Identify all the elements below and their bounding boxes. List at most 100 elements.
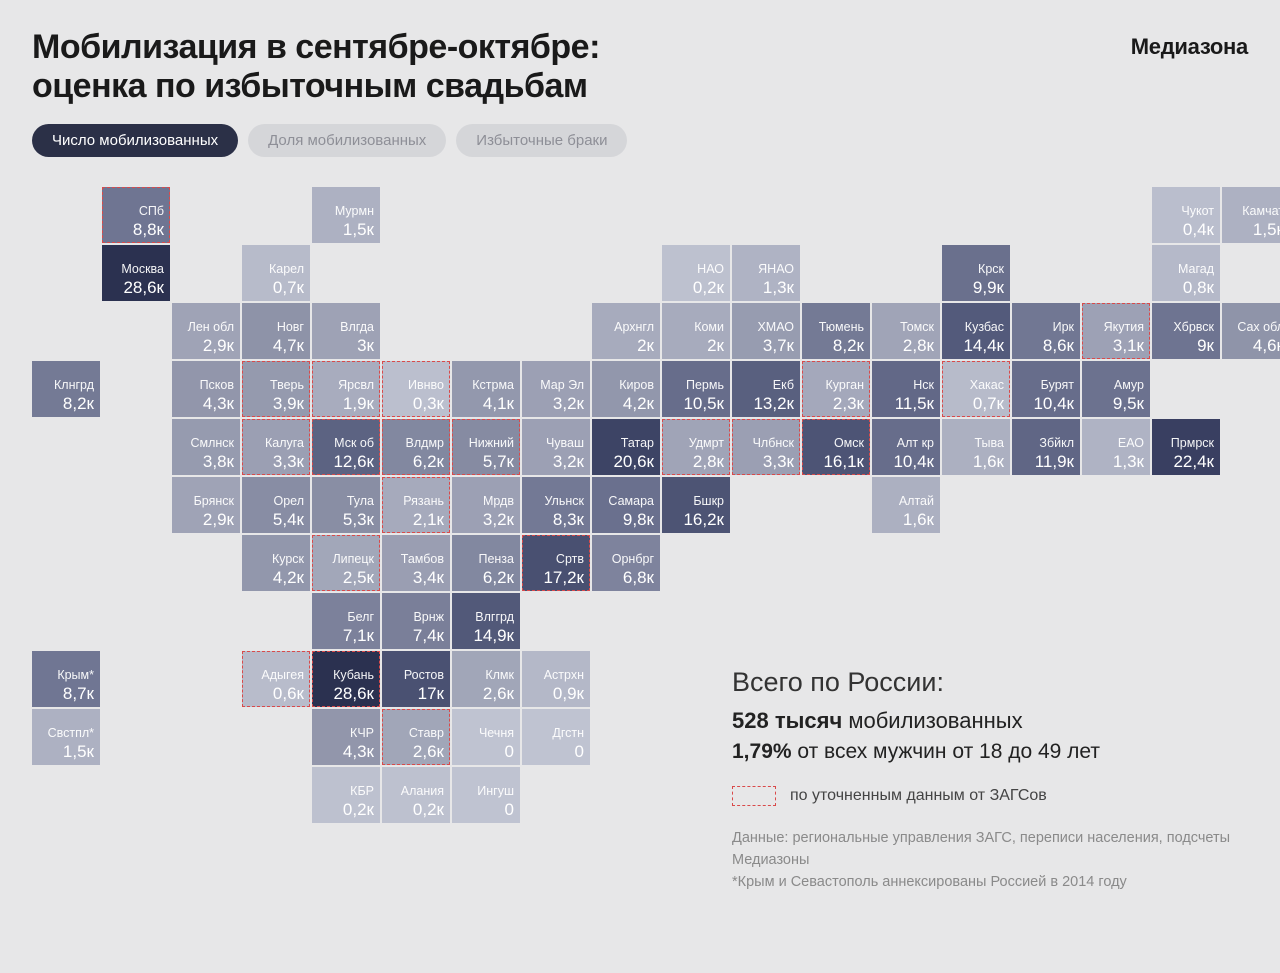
region-kirov[interactable]: Киров4,2к [592, 361, 660, 417]
region-yanao[interactable]: ЯНАО1,3к [732, 245, 800, 301]
region-value: 5,7к [483, 453, 514, 470]
region-marel[interactable]: Мар Эл3,2к [522, 361, 590, 417]
region-samara[interactable]: Самара9,8к [592, 477, 660, 533]
region-karel[interactable]: Карел0,7к [242, 245, 310, 301]
region-omsk[interactable]: Омск16,1к [802, 419, 870, 475]
region-khakas[interactable]: Хакас0,7к [942, 361, 1010, 417]
region-kstrma[interactable]: Кстрма4,1к [452, 361, 520, 417]
region-irk[interactable]: Ирк8,6к [1012, 303, 1080, 359]
region-svstpl[interactable]: Свстпл*1,5к [32, 709, 100, 765]
region-perm[interactable]: Пермь10,5к [662, 361, 730, 417]
region-moscow[interactable]: Москва28,6к [102, 245, 170, 301]
region-nsk[interactable]: Нск11,5к [872, 361, 940, 417]
region-kuzbas[interactable]: Кузбас14,4к [942, 303, 1010, 359]
region-lenobl[interactable]: Лен обл2,9к [172, 303, 240, 359]
tab-0[interactable]: Число мобилизованных [32, 124, 238, 157]
region-label: Магад [1178, 263, 1214, 276]
region-value: 2,8к [693, 453, 724, 470]
region-kursk[interactable]: Курск4,2к [242, 535, 310, 591]
region-arhngl[interactable]: Архнгл2к [592, 303, 660, 359]
region-nao[interactable]: НАО0,2к [662, 245, 730, 301]
region-penza[interactable]: Пенза6,2к [452, 535, 520, 591]
region-smlnsk[interactable]: Смлнск3,8к [172, 419, 240, 475]
region-yakutia[interactable]: Якутия3,1к [1082, 303, 1150, 359]
region-ekb[interactable]: Екб13,2к [732, 361, 800, 417]
region-altay[interactable]: Алтай1,6к [872, 477, 940, 533]
region-alania[interactable]: Алания0,2к [382, 767, 450, 823]
region-altkr[interactable]: Алт кр10,4к [872, 419, 940, 475]
region-krym[interactable]: Крым*8,7к [32, 651, 100, 707]
region-mrdv[interactable]: Мрдв3,2к [452, 477, 520, 533]
region-yarsvl[interactable]: Ярсвл1,9к [312, 361, 380, 417]
region-novg[interactable]: Новг4,7к [242, 303, 310, 359]
region-prmrsk[interactable]: Прмрск 22,4к [1152, 419, 1220, 475]
region-amur[interactable]: Амур9,5к [1082, 361, 1150, 417]
region-orel[interactable]: Орел5,4к [242, 477, 310, 533]
region-tambov[interactable]: Тамбов3,4к [382, 535, 450, 591]
region-zbykl[interactable]: Збйкл11,9к [1012, 419, 1080, 475]
region-value: 28,6к [123, 279, 164, 296]
region-ryazan[interactable]: Рязань2,1к [382, 477, 450, 533]
region-vrnzh[interactable]: Врнж7,4к [382, 593, 450, 649]
region-ulnsk[interactable]: Ульнск8,3к [522, 477, 590, 533]
region-label: Коми [694, 321, 724, 334]
region-tatar[interactable]: Татар20,6к [592, 419, 660, 475]
region-value: 22,4к [1173, 453, 1214, 470]
tab-2[interactable]: Избыточные браки [456, 124, 627, 157]
region-value: 0,2к [343, 801, 374, 818]
region-krsk[interactable]: Крск9,9к [942, 245, 1010, 301]
region-label: Дгстн [552, 727, 584, 740]
region-chukot[interactable]: Чукот0,4к [1152, 187, 1220, 243]
region-buryat[interactable]: Бурят10,4к [1012, 361, 1080, 417]
region-lipeck[interactable]: Липецк2,5к [312, 535, 380, 591]
region-kchr[interactable]: КЧР4,3к [312, 709, 380, 765]
region-tomsk[interactable]: Томск2,8к [872, 303, 940, 359]
region-srtv[interactable]: Сртв17,2к [522, 535, 590, 591]
region-stavr[interactable]: Ставр2,6к [382, 709, 450, 765]
region-chuvash[interactable]: Чуваш3,2к [522, 419, 590, 475]
region-vlggrd[interactable]: Влггрд14,9к [452, 593, 520, 649]
region-astrhn[interactable]: Астрхн0,9к [522, 651, 590, 707]
region-rostov[interactable]: Ростов17к [382, 651, 450, 707]
region-eao[interactable]: ЕАО1,3к [1082, 419, 1150, 475]
region-vlgda[interactable]: Влгда3к [312, 303, 380, 359]
region-bryansk[interactable]: Брянск2,9к [172, 477, 240, 533]
region-label: Курск [272, 553, 304, 566]
region-chlbnsk[interactable]: Члбнск3,3к [732, 419, 800, 475]
region-hbrvsk[interactable]: Хбрвск9к [1152, 303, 1220, 359]
region-belg[interactable]: Белг7,1к [312, 593, 380, 649]
region-kbr[interactable]: КБР0,2к [312, 767, 380, 823]
region-dgstn[interactable]: Дгстн0 [522, 709, 590, 765]
region-label: Прмрск [1171, 437, 1214, 450]
region-kaluga[interactable]: Калуга3,3к [242, 419, 310, 475]
region-klngrd[interactable]: Клнгрд8,2к [32, 361, 100, 417]
region-hmao[interactable]: ХМАО3,7к [732, 303, 800, 359]
region-kuban[interactable]: Кубань28,6к [312, 651, 380, 707]
region-value: 3,4к [413, 569, 444, 586]
region-mskob[interactable]: Мск об12,6к [312, 419, 380, 475]
region-udmrt[interactable]: Удмрт2,8к [662, 419, 730, 475]
region-vldmr[interactable]: Влдмр6,2к [382, 419, 450, 475]
region-klmk[interactable]: Клмк2,6к [452, 651, 520, 707]
region-tyumen[interactable]: Тюмень8,2к [802, 303, 870, 359]
region-ornbrg[interactable]: Орнбрг6,8к [592, 535, 660, 591]
region-ivnvo[interactable]: Ивнво0,3к [382, 361, 450, 417]
region-ingush[interactable]: Ингуш0 [452, 767, 520, 823]
tab-1[interactable]: Доля мобилизованных [248, 124, 446, 157]
region-kamchat[interactable]: Камчат1,5к [1222, 187, 1280, 243]
summary-heading: Всего по России: [732, 667, 1252, 698]
region-tula[interactable]: Тула5,3к [312, 477, 380, 533]
region-bshkr[interactable]: Бшкр16,2к [662, 477, 730, 533]
region-sahobl[interactable]: Сах обл4,6к [1222, 303, 1280, 359]
region-tver[interactable]: Тверь3,9к [242, 361, 310, 417]
region-nizhniy[interactable]: Нижний5,7к [452, 419, 520, 475]
region-komi[interactable]: Коми2к [662, 303, 730, 359]
region-magad[interactable]: Магад0,8к [1152, 245, 1220, 301]
region-chechnya[interactable]: Чечня0 [452, 709, 520, 765]
region-tyva[interactable]: Тыва1,6к [942, 419, 1010, 475]
region-spb[interactable]: СПб8,8к [102, 187, 170, 243]
region-murmn[interactable]: Мурмн1,5к [312, 187, 380, 243]
region-adygea[interactable]: Адыгея0,6к [242, 651, 310, 707]
region-kurgan[interactable]: Курган2,3к [802, 361, 870, 417]
region-pskov[interactable]: Псков4,3к [172, 361, 240, 417]
